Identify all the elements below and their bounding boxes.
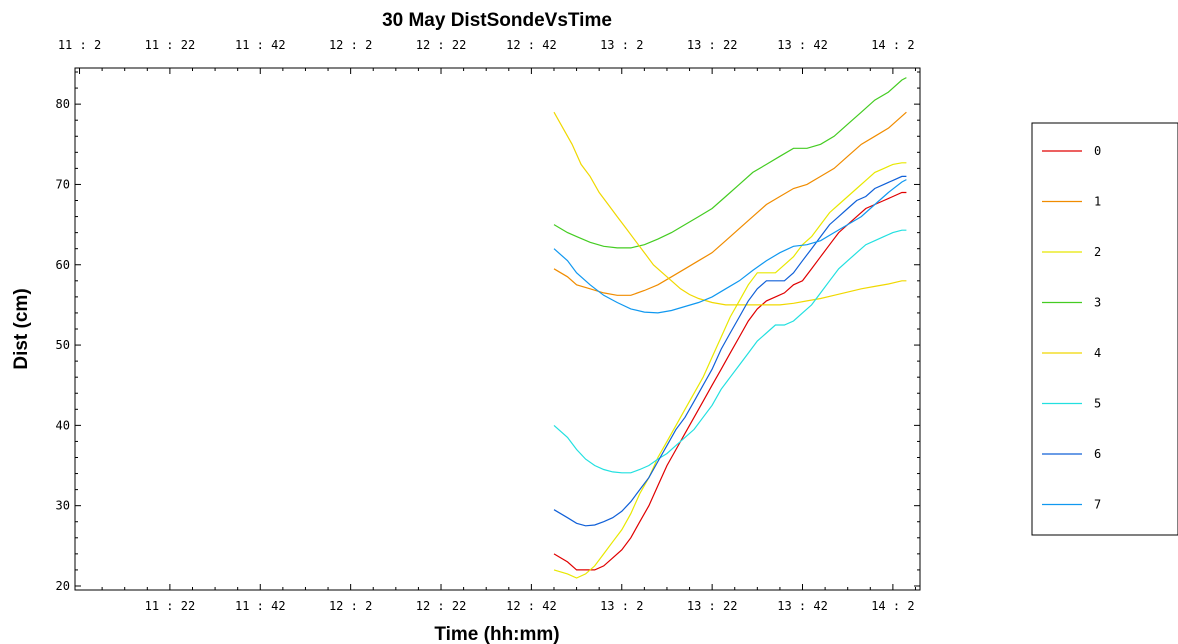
x-tick-label: 13 : 22 bbox=[687, 599, 738, 613]
axis-tick-labels: 11 : 22 11 : 42 12 : 2 12 : 22 12 : 42 13 : 2… bbox=[56, 38, 915, 613]
legend-label-4: 4 bbox=[1094, 346, 1101, 360]
y-tick-label: 70 bbox=[56, 177, 70, 191]
legend-items: 0 1 2 3 4 5 6 7 bbox=[1042, 144, 1101, 512]
x-top-tick-label: 13 : 42 bbox=[777, 38, 828, 52]
legend-label-7: 7 bbox=[1094, 498, 1101, 512]
legend-label-1: 1 bbox=[1094, 195, 1101, 209]
x-tick-label: 11 : 22 bbox=[145, 599, 196, 613]
legend-label-3: 3 bbox=[1094, 296, 1101, 310]
y-tick-label: 60 bbox=[56, 258, 70, 272]
x-tick-label: 12 : 2 bbox=[329, 599, 372, 613]
x-tick-label: 13 : 42 bbox=[777, 599, 828, 613]
legend: 0 1 2 3 4 5 6 7 bbox=[1031, 122, 1178, 536]
y-axis-label: Dist (cm) bbox=[11, 288, 32, 369]
legend-label-6: 6 bbox=[1094, 447, 1101, 461]
series-line-3 bbox=[553, 77, 907, 249]
series-lines bbox=[553, 77, 907, 579]
series-line-1 bbox=[553, 111, 907, 296]
legend-label-2: 2 bbox=[1094, 245, 1101, 259]
series-line-5 bbox=[553, 229, 907, 474]
series-line-4 bbox=[553, 111, 907, 306]
x-axis-label: Time (hh:mm) bbox=[434, 624, 559, 644]
series-line-2 bbox=[553, 162, 907, 579]
y-tick-label: 50 bbox=[56, 338, 70, 352]
x-tick-label: 11 : 42 bbox=[235, 599, 286, 613]
plot-frame bbox=[74, 67, 921, 591]
axis-ticks bbox=[75, 68, 920, 590]
legend-box bbox=[1031, 122, 1178, 536]
y-tick-label: 20 bbox=[56, 579, 70, 593]
legend-label-0: 0 bbox=[1094, 144, 1101, 158]
x-top-tick-label: 14 : 2 bbox=[871, 38, 914, 52]
x-top-tick-label: 12 : 22 bbox=[416, 38, 467, 52]
y-tick-label: 80 bbox=[56, 97, 70, 111]
x-top-tick-label: 13 : 2 bbox=[600, 38, 643, 52]
x-top-tick-label: 12 : 42 bbox=[506, 38, 557, 52]
legend-label-5: 5 bbox=[1094, 397, 1101, 411]
series-line-0 bbox=[553, 191, 907, 571]
x-top-tick-label: 11 : 22 bbox=[145, 38, 196, 52]
y-tick-label: 30 bbox=[56, 499, 70, 513]
chart-title: 30 May DistSondeVsTime bbox=[382, 10, 612, 31]
series-line-6 bbox=[553, 175, 907, 527]
y-tick-label: 40 bbox=[56, 418, 70, 432]
x-top-tick-label: 11 : 42 bbox=[235, 38, 286, 52]
x-top-tick-label: 12 : 2 bbox=[329, 38, 372, 52]
series-line-7 bbox=[553, 179, 907, 314]
x-top-tick-label: 11 : 2 bbox=[58, 38, 101, 52]
x-tick-label: 12 : 42 bbox=[506, 599, 557, 613]
x-tick-label: 12 : 22 bbox=[416, 599, 467, 613]
x-tick-label: 14 : 2 bbox=[871, 599, 914, 613]
x-tick-label: 13 : 2 bbox=[600, 599, 643, 613]
x-top-tick-label: 13 : 22 bbox=[687, 38, 738, 52]
